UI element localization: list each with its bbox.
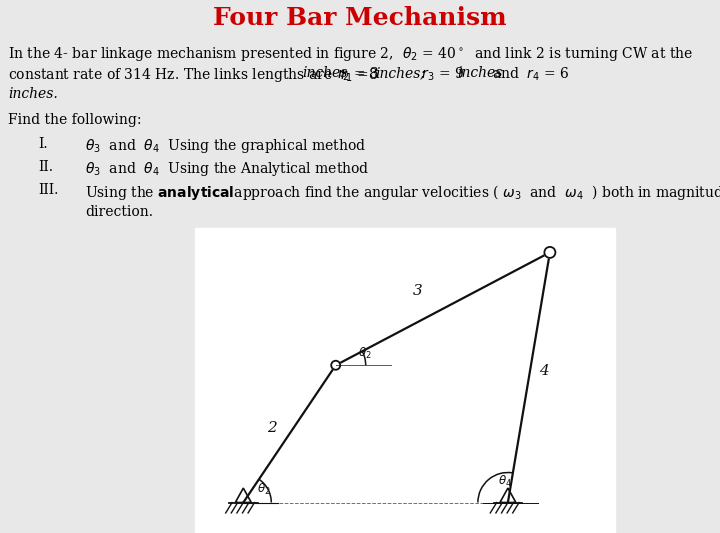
Text: Find the following:: Find the following: [8,113,142,127]
Text: inches: inches [302,66,347,80]
Text: $r_2$ = 3: $r_2$ = 3 [337,66,385,83]
Text: Four Bar Mechanism: Four Bar Mechanism [213,6,507,30]
Text: inches;: inches; [375,66,425,80]
Text: 3: 3 [413,284,423,298]
Bar [195,228,615,533]
Text: and  $r_4$ = 6: and $r_4$ = 6 [492,66,570,83]
Text: I.: I. [38,137,48,151]
Text: Using the $\mathbf{analytical}$approach find the angular velocities ( $\omega_3$: Using the $\mathbf{analytical}$approach … [85,183,720,202]
Text: inches.: inches. [8,87,58,101]
Text: II.: II. [38,160,53,174]
Text: $\theta_4$: $\theta_4$ [498,473,512,489]
Text: 2: 2 [268,421,277,435]
Text: $\theta_3$  and  $\theta_4$  Using the Analytical method: $\theta_3$ and $\theta_4$ Using the Anal… [85,160,369,178]
Text: 4: 4 [539,365,549,378]
Text: inches: inches [457,66,503,80]
Circle shape [331,361,341,370]
Text: $r_3$ = 9: $r_3$ = 9 [413,66,469,83]
Text: $\theta_3$  and  $\theta_4$  Using the graphical method: $\theta_3$ and $\theta_4$ Using the grap… [85,137,366,155]
Text: constant rate of 314 Hz. The links lengths are  $r_1$ =8: constant rate of 314 Hz. The links lengt… [8,66,384,84]
Bar [615,228,720,533]
Text: III.: III. [38,183,58,197]
Text: $\theta_2$: $\theta_2$ [358,346,372,361]
Text: $\theta_2$: $\theta_2$ [257,481,271,497]
Circle shape [544,247,555,258]
Bar [0,228,195,533]
Text: In the 4- bar linkage mechanism presented in figure 2,  $\theta_2$ = 40$^\circ$ : In the 4- bar linkage mechanism presente… [8,45,693,63]
Text: direction.: direction. [85,205,153,219]
Bar [0,0,720,36]
